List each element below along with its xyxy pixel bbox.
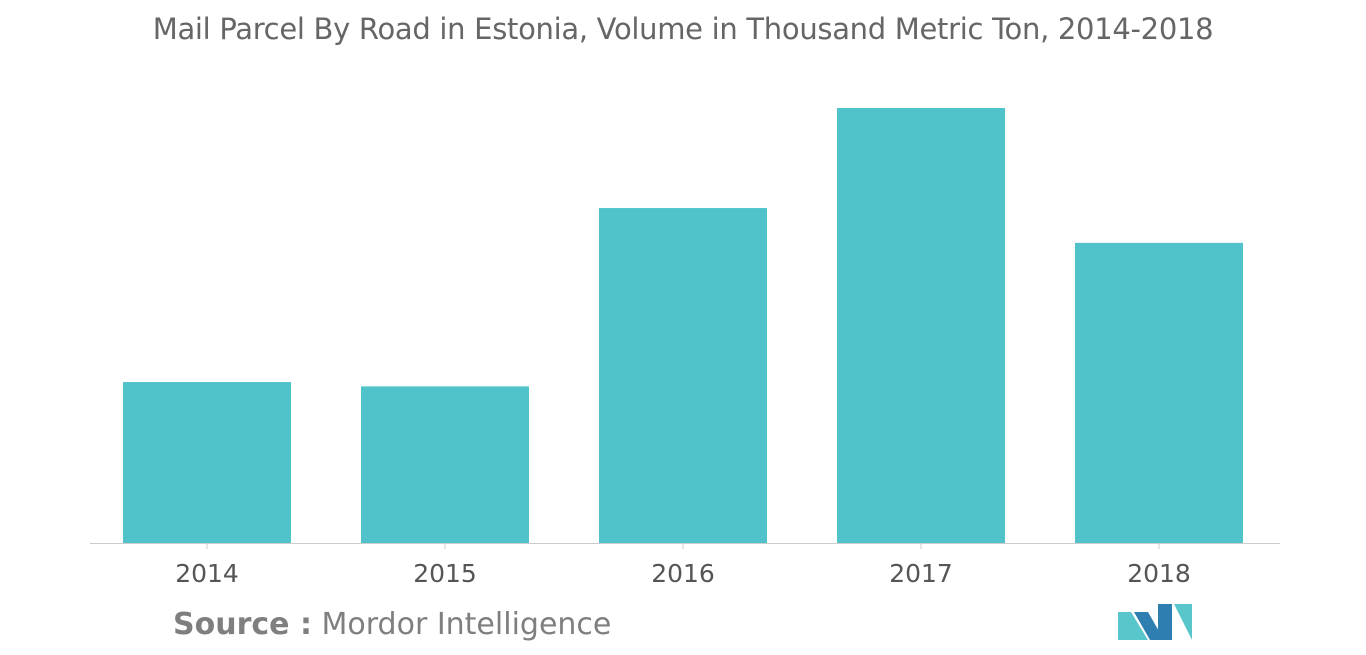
x-tick-labels-group: 2014 2015 2016 2017 2018 — [175, 559, 1191, 588]
x-tick-label-2017: 2017 — [889, 559, 953, 588]
source-note: Source : Mordor Intelligence — [173, 607, 611, 642]
logo-shape-right-stem — [1158, 604, 1172, 640]
logo-shape-right-wedge — [1174, 604, 1192, 640]
source-text: Mordor Intelligence — [321, 607, 612, 642]
x-tick-label-2018: 2018 — [1127, 559, 1191, 588]
bars-group — [123, 108, 1243, 544]
bar-2015 — [361, 386, 529, 543]
bar-2017 — [837, 108, 1005, 543]
bar-2014 — [123, 382, 291, 543]
bar-2016 — [599, 208, 767, 544]
bar-2018 — [1075, 242, 1243, 543]
x-tick-label-2014: 2014 — [175, 559, 239, 588]
logo-shape-left — [1118, 612, 1148, 640]
bar-chart: 2014 2015 2016 2017 2018 — [90, 108, 1280, 588]
x-tick-label-2016: 2016 — [651, 559, 715, 588]
source-label: Source : — [173, 607, 312, 642]
x-tick-label-2015: 2015 — [413, 559, 477, 588]
mordor-intelligence-logo-icon — [1118, 604, 1192, 640]
logo-shape-middle — [1134, 612, 1164, 640]
chart-title: Mail Parcel By Road in Estonia, Volume i… — [152, 12, 1214, 46]
x-ticks-group — [206, 543, 1160, 549]
